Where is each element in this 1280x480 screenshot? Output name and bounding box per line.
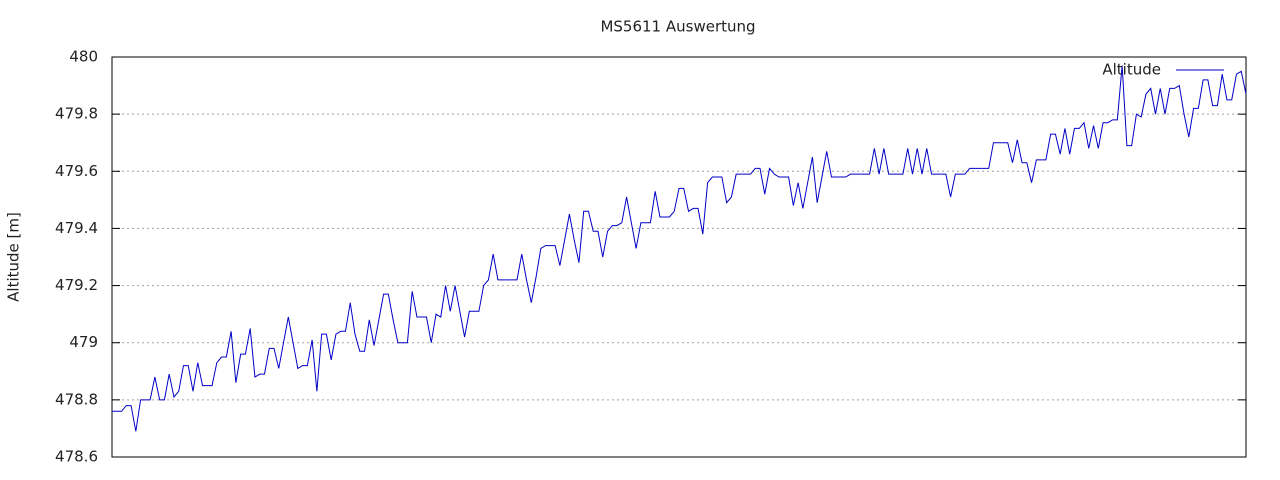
data-line bbox=[112, 65, 1247, 432]
y-tick-label: 479.4 bbox=[55, 219, 98, 237]
y-tick-label: 478.8 bbox=[55, 390, 98, 408]
y-tick-label: 479 bbox=[69, 333, 98, 351]
chart-title: MS5611 Auswertung bbox=[600, 18, 755, 36]
y-tick-label: 480 bbox=[69, 48, 98, 66]
y-axis-label: Altitude [m] bbox=[5, 212, 23, 302]
y-tick-label: 479.8 bbox=[55, 105, 98, 123]
y-tick-label: 479.2 bbox=[55, 276, 98, 294]
y-tick-label: 479.6 bbox=[55, 162, 98, 180]
plot-border bbox=[111, 56, 1247, 458]
legend-label: Altitude bbox=[1102, 61, 1161, 79]
y-tick-label: 478.6 bbox=[55, 448, 98, 466]
